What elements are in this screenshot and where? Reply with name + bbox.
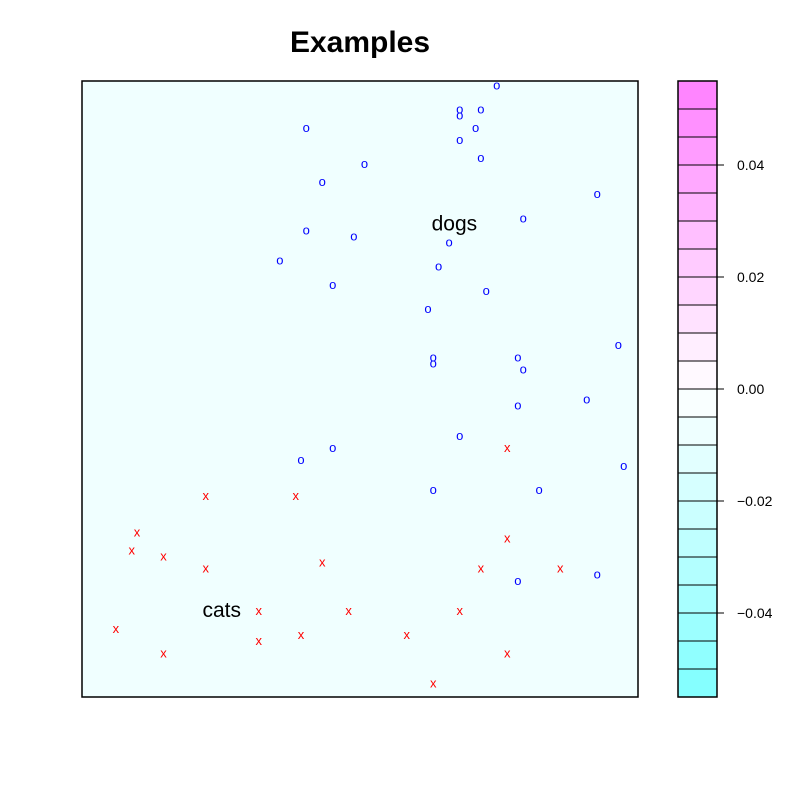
colorbar-band-2: [677, 612, 718, 642]
o-point-30: o: [620, 458, 627, 473]
annotation-cats: cats: [202, 599, 241, 622]
o-point-8: o: [361, 156, 368, 171]
colorbar-tick-label-1: −0.02: [737, 493, 773, 509]
colorbar-tick-label-2: 0.00: [737, 381, 764, 397]
x-point-16: x: [404, 627, 411, 642]
colorbar-band-8: [677, 444, 718, 474]
o-point-9: o: [319, 174, 326, 189]
x-point-15: x: [298, 627, 305, 642]
colorbar-band-19: [677, 136, 718, 166]
colorbar-tick-label-3: 0.02: [737, 269, 764, 285]
colorbar-band-21: [677, 80, 718, 110]
o-point-0: o: [493, 78, 500, 93]
o-point-29: o: [297, 452, 304, 467]
colorbar-band-3: [677, 584, 718, 614]
o-point-7: o: [477, 150, 484, 165]
o-point-14: o: [445, 235, 452, 250]
colorbar-band-17: [677, 192, 718, 222]
x-point-17: x: [255, 633, 262, 648]
o-point-13: o: [350, 229, 357, 244]
o-point-23: o: [430, 355, 437, 370]
x-point-7: x: [319, 555, 326, 570]
o-point-24: o: [520, 361, 527, 376]
o-point-32: o: [430, 482, 437, 497]
x-point-6: x: [160, 549, 167, 564]
x-point-12: x: [345, 603, 352, 618]
colorbar-band-14: [677, 276, 718, 306]
colorbar-band-6: [677, 500, 718, 530]
o-point-6: o: [456, 132, 463, 147]
annotation-dogs: dogs: [432, 212, 478, 235]
o-point-20: o: [615, 337, 622, 352]
x-point-3: x: [134, 525, 141, 540]
colorbar-band-0: [677, 668, 718, 698]
colorbar: −0.04 −0.02 0.00 0.02 0.04: [677, 80, 773, 698]
o-point-1: o: [456, 102, 463, 117]
o-point-26: o: [514, 398, 521, 413]
x-point-20: x: [430, 676, 437, 691]
o-point-10: o: [594, 186, 601, 201]
o-point-4: o: [472, 120, 479, 135]
plot-frame: [81, 80, 639, 698]
x-point-2: x: [292, 488, 299, 503]
colorbar-band-5: [677, 528, 718, 558]
plot-area: [82, 81, 638, 697]
o-point-34: o: [514, 573, 521, 588]
o-point-19: o: [424, 301, 431, 316]
colorbar-band-4: [677, 556, 718, 586]
colorbar-band-10: [677, 388, 718, 418]
o-point-12: o: [303, 223, 310, 238]
x-point-9: x: [478, 561, 485, 576]
colorbar-tick-label-4: 0.04: [737, 157, 764, 173]
o-point-27: o: [456, 428, 463, 443]
colorbar-band-18: [677, 164, 718, 194]
o-point-17: o: [329, 277, 336, 292]
x-point-8: x: [203, 561, 210, 576]
x-point-14: x: [113, 621, 120, 636]
colorbar-band-1: [677, 640, 718, 670]
o-point-33: o: [594, 567, 601, 582]
colorbar-band-12: [677, 332, 718, 362]
annotations: dogs cats: [202, 212, 477, 622]
x-point-10: x: [557, 561, 564, 576]
x-point-13: x: [456, 603, 463, 618]
o-point-11: o: [520, 210, 527, 225]
x-point-18: x: [160, 645, 167, 660]
colorbar-band-11: [677, 360, 718, 390]
colorbar-band-13: [677, 304, 718, 334]
x-point-5: x: [128, 543, 135, 558]
o-point-3: o: [456, 108, 463, 123]
o-point-25: o: [583, 392, 590, 407]
x-point-11: x: [255, 603, 262, 618]
o-point-2: o: [477, 102, 484, 117]
o-point-18: o: [483, 283, 490, 298]
o-point-16: o: [435, 259, 442, 274]
colorbar-band-9: [677, 416, 718, 446]
colorbar-band-16: [677, 220, 718, 250]
o-point-31: o: [535, 482, 542, 497]
x-point-19: x: [504, 645, 511, 660]
o-point-21: o: [514, 349, 521, 364]
x-point-1: x: [203, 488, 210, 503]
o-point-22: o: [430, 349, 437, 364]
x-point-0: x: [504, 440, 511, 455]
colorbar-band-7: [677, 472, 718, 502]
colorbar-band-20: [677, 108, 718, 138]
colorbar-tick-label-0: −0.04: [737, 605, 773, 621]
x-point-4: x: [504, 531, 511, 546]
o-point-28: o: [329, 440, 336, 455]
colorbar-band-15: [677, 248, 718, 278]
o-point-15: o: [276, 253, 283, 268]
chart-title: Examples: [290, 26, 430, 59]
o-point-5: o: [303, 120, 310, 135]
